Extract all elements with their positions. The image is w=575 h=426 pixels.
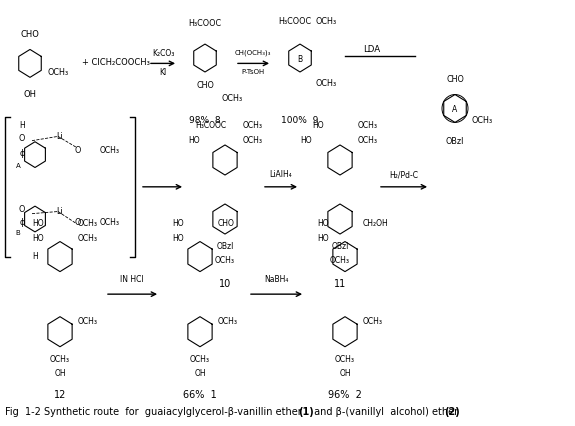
Text: O: O	[75, 145, 81, 154]
Text: P-TsOH: P-TsOH	[242, 69, 264, 75]
Text: CH(OCH₃)₃: CH(OCH₃)₃	[235, 49, 271, 56]
Text: OCH₃: OCH₃	[218, 317, 238, 326]
Text: OCH₃: OCH₃	[316, 17, 337, 26]
Text: HO: HO	[189, 136, 200, 145]
Text: H₃COOC: H₃COOC	[278, 17, 311, 26]
Text: A: A	[453, 105, 458, 114]
Text: CHO: CHO	[446, 75, 464, 84]
Text: HO: HO	[32, 218, 44, 227]
Text: OCH₃: OCH₃	[472, 115, 493, 124]
Text: 12: 12	[54, 389, 66, 399]
Text: (1): (1)	[298, 406, 314, 416]
Text: H₂/Pd-C: H₂/Pd-C	[389, 170, 419, 179]
Text: OBzl: OBzl	[331, 242, 348, 251]
Text: A: A	[16, 163, 20, 169]
Text: B: B	[297, 55, 302, 63]
Text: HO: HO	[172, 218, 183, 227]
Text: OBzl: OBzl	[216, 242, 233, 251]
Text: HO: HO	[317, 233, 329, 242]
Text: CH₂OH: CH₂OH	[363, 218, 389, 227]
Text: HO: HO	[300, 136, 312, 145]
Text: KI: KI	[159, 68, 167, 77]
Text: 98%  8: 98% 8	[189, 115, 221, 124]
Text: OCH₃: OCH₃	[50, 354, 70, 363]
Text: OCH₃: OCH₃	[222, 94, 243, 103]
Text: O: O	[75, 217, 81, 226]
Text: 11: 11	[334, 279, 346, 289]
Text: OCH₃: OCH₃	[243, 121, 263, 130]
Text: CHO: CHO	[21, 30, 40, 39]
Text: 100%  9: 100% 9	[281, 115, 319, 124]
Text: O: O	[19, 204, 25, 213]
Text: H₃COOC: H₃COOC	[188, 19, 221, 28]
Text: Synthetic route  for  guaiacylglycerol-β-vanillin ether: Synthetic route for guaiacylglycerol-β-v…	[44, 406, 305, 416]
Text: 96%  2: 96% 2	[328, 389, 362, 399]
Text: (2): (2)	[444, 406, 460, 416]
Text: K₂CO₃: K₂CO₃	[152, 49, 174, 58]
Text: IN HCl: IN HCl	[120, 274, 144, 283]
Text: OH: OH	[54, 368, 66, 377]
Text: OH: OH	[24, 90, 36, 99]
Text: OCH₃: OCH₃	[100, 145, 120, 154]
Text: OCH₃: OCH₃	[363, 317, 383, 326]
Text: OCH₃: OCH₃	[358, 136, 378, 145]
Text: and β-(vanillyl  alcohol) ether: and β-(vanillyl alcohol) ether	[311, 406, 465, 416]
Text: HO: HO	[32, 233, 44, 242]
Text: 66%  1: 66% 1	[183, 389, 217, 399]
Text: OH: OH	[194, 368, 206, 377]
Text: NaBH₄: NaBH₄	[264, 274, 288, 283]
Text: OCH₃: OCH₃	[78, 218, 98, 227]
Text: HO: HO	[172, 233, 183, 242]
Text: ϕ: ϕ	[20, 217, 25, 226]
Text: + ClCH₂COOCH₃: + ClCH₂COOCH₃	[82, 58, 150, 66]
Text: B: B	[16, 229, 20, 235]
Text: CHO: CHO	[196, 81, 214, 90]
Text: O: O	[19, 134, 25, 143]
Text: Li: Li	[57, 207, 63, 216]
Text: OH: OH	[339, 368, 351, 377]
Text: LDA: LDA	[363, 45, 381, 54]
Text: OCH₃: OCH₃	[358, 121, 378, 130]
Text: OCH₃: OCH₃	[78, 233, 98, 242]
Text: H: H	[32, 251, 38, 260]
Text: OCH₃: OCH₃	[243, 136, 263, 145]
Text: OCH₃: OCH₃	[316, 79, 337, 88]
Text: ϕ: ϕ	[20, 149, 25, 158]
Text: H: H	[19, 121, 25, 130]
Text: LiAlH₄: LiAlH₄	[270, 170, 292, 179]
Text: Fig  1-2: Fig 1-2	[5, 406, 41, 416]
Text: 10: 10	[219, 279, 231, 289]
Text: OCH₃: OCH₃	[190, 354, 210, 363]
Text: CHO: CHO	[218, 218, 235, 227]
Text: HO: HO	[312, 121, 324, 130]
Text: OCH₃: OCH₃	[335, 354, 355, 363]
Text: Li: Li	[57, 132, 63, 141]
Text: OCH₃: OCH₃	[215, 256, 235, 265]
Text: OCH₃: OCH₃	[78, 317, 98, 326]
Text: OCH₃: OCH₃	[330, 256, 350, 265]
Text: OCH₃: OCH₃	[47, 68, 68, 77]
Text: H₃COOC: H₃COOC	[195, 121, 226, 130]
Text: OBzl: OBzl	[446, 137, 464, 146]
Text: OCH₃: OCH₃	[100, 217, 120, 226]
Text: HO: HO	[317, 218, 329, 227]
